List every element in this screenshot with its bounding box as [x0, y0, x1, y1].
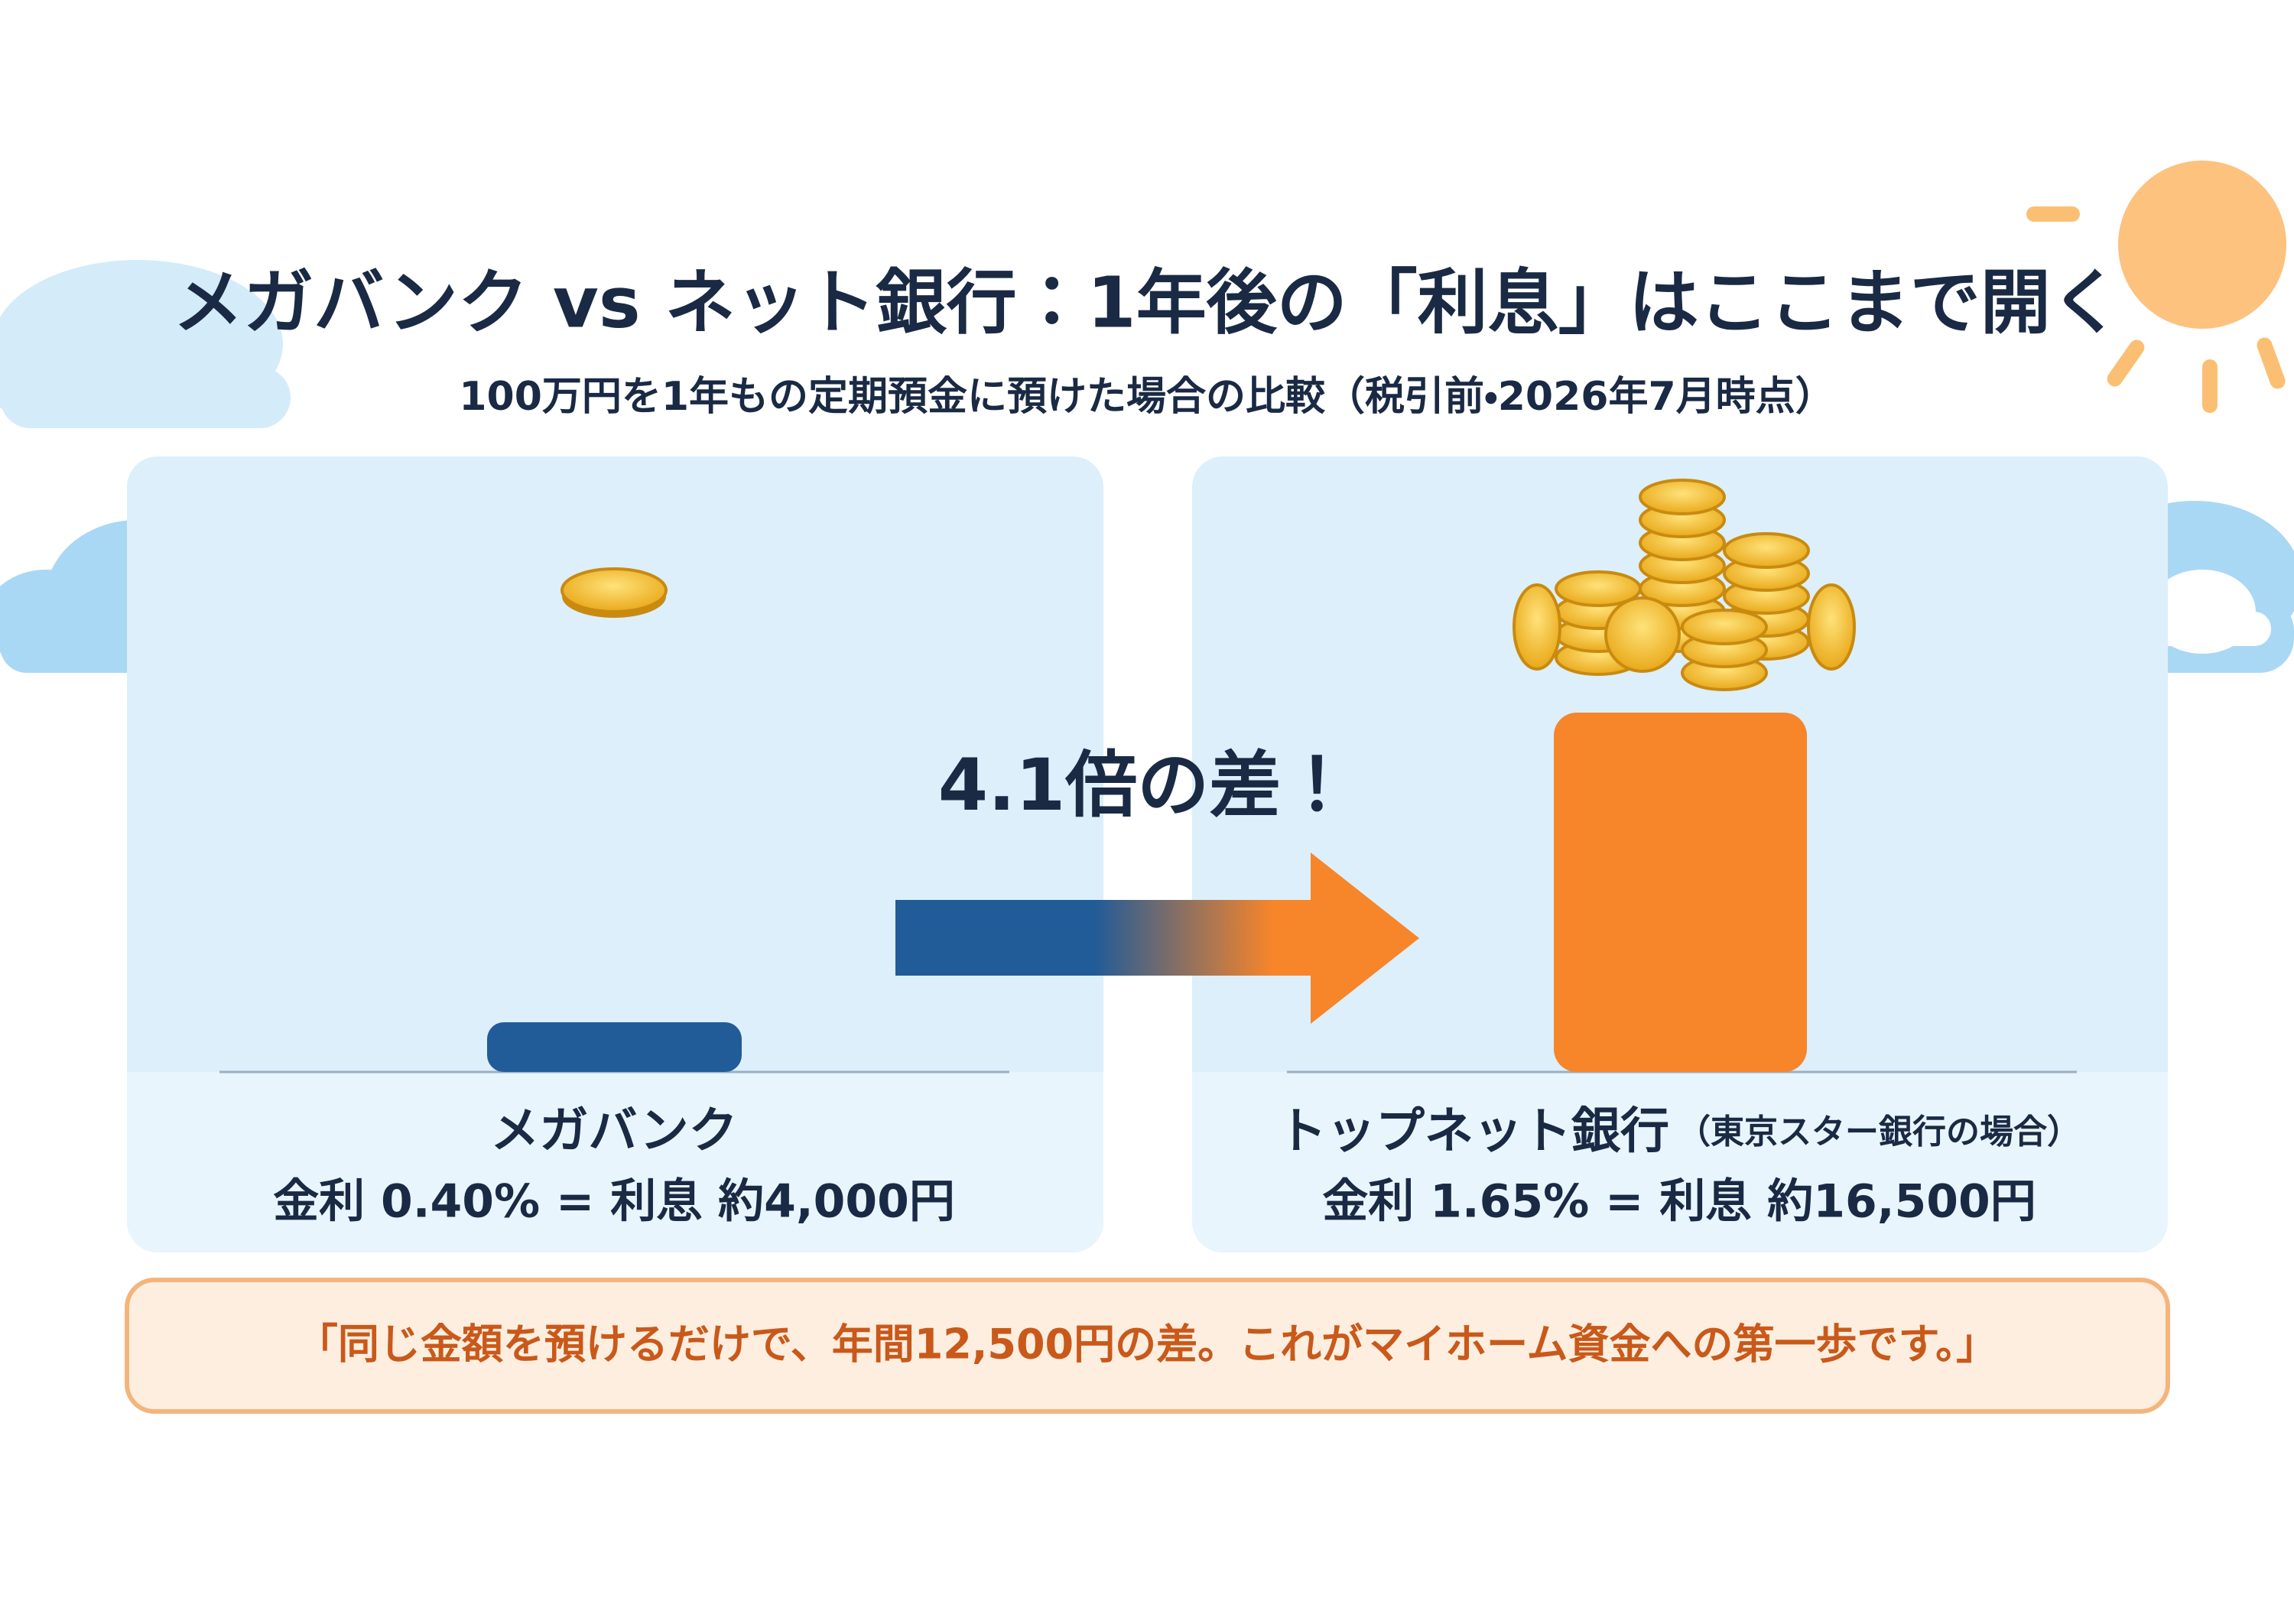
sun	[2026, 161, 2286, 413]
bank-name: メガバンク	[490, 1103, 737, 1160]
panel	[127, 456, 1103, 1252]
bank-name: トップネット銀行 （東京スター銀行の場合）	[1278, 1103, 2081, 1160]
gap-label: 4.1倍の差！	[938, 744, 1353, 827]
bar	[487, 1022, 742, 1072]
coin-pile	[1513, 479, 1856, 691]
title: メガバンク vs ネット銀行：1年後の「利息」はここまで開く	[173, 261, 2120, 343]
panel	[1192, 456, 2168, 1252]
bank-note: （東京スター銀行の場合）	[1677, 1112, 2081, 1151]
subtitle: 100万円を1年もの定期預金に預けた場合の比較（税引前・2026年7月時点）	[459, 374, 1834, 420]
bar	[1554, 713, 1807, 1072]
coin	[561, 567, 668, 618]
quote: 「同じ金額を預けるだけで、年間12,500円の差。これがマイホーム資金への第一歩…	[297, 1320, 1997, 1369]
bank-name-main: トップネット銀行	[1278, 1103, 1669, 1160]
arrow	[895, 853, 1419, 1024]
cloud	[0, 260, 291, 428]
bank-detail: 金利 1.65% = 利息 約16,500円	[1322, 1175, 2036, 1229]
bank-detail: 金利 0.40% = 利息 約4,000円	[273, 1175, 955, 1229]
quote-box	[125, 1278, 2170, 1414]
